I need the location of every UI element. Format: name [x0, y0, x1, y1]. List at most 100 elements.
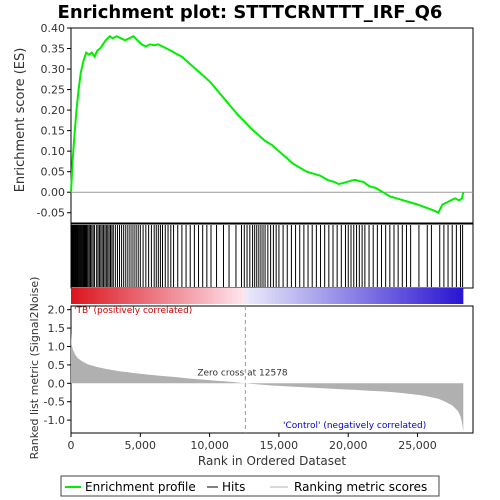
rank-color-bar-segment [91, 288, 95, 304]
rank-color-bar-segment [298, 288, 303, 304]
legend-label-enrichment: Enrichment profile [85, 480, 196, 494]
rank-color-bar-segment [335, 288, 340, 304]
rank-color-bar-segment [107, 288, 112, 304]
rank-y-axis-ticks: -1.0 -0.5 0.0 0.5 1.0 1.5 2.0 [44, 304, 71, 427]
rank-color-bar-segment [436, 288, 440, 304]
rank-color-bar-segment [362, 288, 367, 304]
hits-panel-frame [70, 223, 474, 289]
rank-color-bar-segment [104, 288, 109, 304]
rank-y-tick-label: 0.0 [48, 377, 66, 390]
rank-color-bar-segment [288, 288, 293, 304]
rank-color-bar-segment [278, 288, 283, 304]
rank-color-bar-segment [178, 288, 182, 304]
rank-panel-frame [70, 305, 474, 434]
rank-color-bar-segment [208, 288, 213, 304]
rank-color-bar-segment [238, 288, 243, 304]
hit-marks [70, 225, 464, 287]
rank-color-bar-segment [101, 288, 105, 304]
rank-color-bar-segment [308, 288, 313, 304]
rank-color-bar-segment [111, 288, 115, 304]
rank-color-bar-segment [161, 288, 166, 304]
es-y-axis-label: Enrichment score (ES) [13, 48, 28, 193]
es-panel: -0.05 0.00 0.05 0.10 0.15 0.20 0.25 0.30 0.35 0.4… [13, 22, 474, 224]
rank-color-bar-segment [342, 288, 347, 304]
rank-color-bar-segment [138, 288, 142, 304]
rank-color-bar-segment [225, 288, 229, 304]
es-y-tick-label: -0.05 [37, 207, 65, 220]
rank-color-bar-segment [251, 288, 256, 304]
es-y-tick-label: 0.30 [41, 63, 66, 76]
rank-color-bar-segment [272, 288, 276, 304]
rank-color-bar-segment [349, 288, 353, 304]
rank-color-bar-segment [402, 288, 407, 304]
rank-color-bar-segment [241, 288, 246, 304]
rank-color-bar-segment [235, 288, 239, 304]
rank-color-bar-segment [248, 288, 253, 304]
rank-color-bar-segment [426, 288, 430, 304]
rank-color-bar-segment [399, 288, 404, 304]
es-panel-frame [70, 27, 474, 224]
rank-color-bar-segment [258, 288, 263, 304]
rank-color-bar-segment [74, 288, 79, 304]
legend-label-ranking: Ranking metric scores [294, 480, 427, 494]
rank-color-bar-segment [71, 288, 75, 304]
rank-color-bar-segment [452, 288, 457, 304]
zero-cross-label: Zero cross at 12578 [197, 368, 288, 378]
rank-color-bar-segment [261, 288, 266, 304]
rank-color-bar-segment [456, 288, 460, 304]
rank-color-bar-segment [392, 288, 397, 304]
rank-color-bar-segment [416, 288, 420, 304]
rank-color-bar-segment [295, 288, 300, 304]
rank-color-bar-segment [406, 288, 410, 304]
x-tick-label: 15,000 [260, 439, 299, 452]
rank-color-bar-segment [332, 288, 337, 304]
rank-color-bar [71, 288, 464, 304]
rank-color-bar-segment [352, 288, 357, 304]
rank-color-bar-segment [419, 288, 424, 304]
rank-color-bar-segment [77, 288, 82, 304]
rank-color-bar-segment [141, 288, 146, 304]
rank-y-tick-label: -1.0 [44, 414, 65, 427]
rank-color-bar-segment [412, 288, 417, 304]
rank-color-bar-segment [446, 288, 450, 304]
rank-color-bar-segment [221, 288, 226, 304]
rank-color-bar-segment [131, 288, 136, 304]
rank-color-bar-segment [164, 288, 169, 304]
rank-color-bar-segment [395, 288, 400, 304]
rank-color-bar-segment [459, 288, 464, 304]
rank-color-bar-segment [174, 288, 179, 304]
rank-color-bar-segment [198, 288, 203, 304]
rank-color-bar-segment [422, 288, 427, 304]
rank-color-bar-segment [114, 288, 119, 304]
rank-color-bar-segment [121, 288, 125, 304]
rank-color-bar-segment [312, 288, 316, 304]
rank-color-bar-segment [94, 288, 99, 304]
rank-color-bar-segment [81, 288, 85, 304]
rank-color-bar-segment [144, 288, 149, 304]
rank-y-tick-label: -0.5 [44, 396, 65, 409]
rank-color-bar-segment [255, 288, 259, 304]
x-tick-label: 0 [68, 439, 75, 452]
legend: Enrichment profile Hits Ranking metric s… [60, 475, 440, 497]
rank-color-bar-segment [429, 288, 434, 304]
es-y-tick-label: 0.40 [41, 22, 66, 35]
rank-y-tick-label: 2.0 [48, 304, 66, 317]
x-tick-label: 5,000 [125, 439, 157, 452]
rank-color-bar-segment [171, 288, 176, 304]
rank-color-bar-segment [211, 288, 216, 304]
rank-color-bar-segment [339, 288, 343, 304]
rank-color-bar-segment [385, 288, 390, 304]
rank-color-bar-segment [215, 288, 219, 304]
rank-color-bar-segment [168, 288, 172, 304]
negative-correlation-label: 'Control' (negatively correlated) [283, 421, 426, 431]
rank-color-bar-segment [369, 288, 373, 304]
rank-x-axis-ticks: 0 5,000 10,000 15,000 20,000 25,000 [68, 433, 437, 452]
rank-color-bar-segment [154, 288, 159, 304]
rank-color-bar-segment [302, 288, 306, 304]
es-y-tick-label: 0.20 [41, 104, 66, 117]
rank-color-bar-segment [372, 288, 377, 304]
rank-color-bar-segment [188, 288, 192, 304]
rank-color-bar-segment [439, 288, 444, 304]
rank-y-axis-label: Ranked list metric (Signal2Noise) [28, 277, 41, 460]
